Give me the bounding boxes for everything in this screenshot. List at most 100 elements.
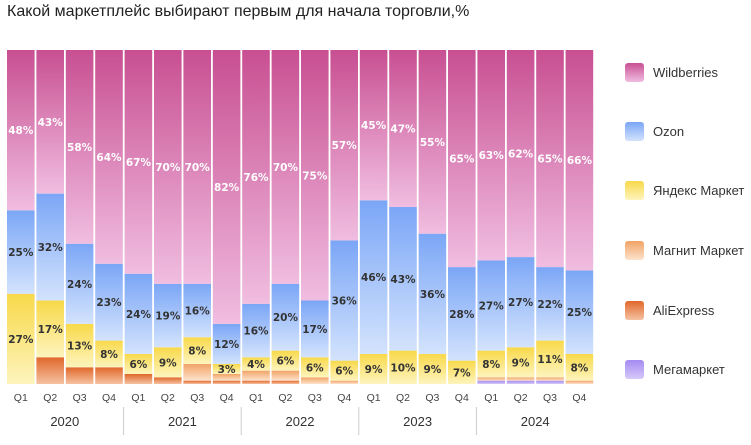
- quarter-tick-label: Q2: [514, 392, 528, 404]
- quarter-tick-label: Q3: [190, 392, 204, 404]
- legend-label: Ozon: [653, 124, 685, 139]
- bar-segment: [330, 240, 358, 361]
- data-label: 46%: [361, 272, 387, 284]
- bar-segment: [124, 353, 153, 374]
- bar-segment: [565, 270, 594, 354]
- bar-segment: [7, 50, 35, 211]
- bar-segment: [506, 257, 535, 348]
- bar-segment: [242, 380, 270, 384]
- data-label: 70%: [273, 162, 299, 174]
- data-label: 17%: [38, 324, 64, 336]
- quarter-tick-label: Q2: [43, 392, 57, 404]
- bar-segment: [389, 50, 417, 207]
- chart-title: Какой маркетплейс выбирают первым для на…: [7, 3, 470, 20]
- bar-2024-Q2: 9% 27% 62%: [506, 50, 535, 384]
- bar-segment: [271, 283, 300, 351]
- bar-segment: [418, 50, 447, 234]
- bar-segment: [565, 380, 594, 384]
- bar-segment: [536, 267, 564, 341]
- bar-2023-Q1: 9% 46% 45%: [359, 50, 388, 384]
- bar-segment: [418, 353, 447, 384]
- bar-2024-Q3: 11% 22% 65%: [536, 50, 564, 384]
- bar-segment: [36, 357, 64, 384]
- bar-segment: [124, 273, 153, 354]
- data-label: 25%: [8, 247, 34, 259]
- data-label: 12%: [214, 339, 240, 351]
- bar-segment: [95, 340, 123, 368]
- bar-segment: [565, 50, 594, 271]
- legend-item: Wildberries: [625, 63, 718, 82]
- legend-swatch: [625, 360, 644, 379]
- data-label: 28%: [449, 309, 475, 321]
- bar-segment: [301, 357, 329, 378]
- quarter-tick-label: Q1: [14, 392, 28, 404]
- bar-segment: [271, 380, 300, 384]
- quarter-tick-label: Q2: [396, 392, 410, 404]
- quarter-tick-label: Q4: [102, 392, 116, 404]
- legend-item: Магнит Маркет: [625, 241, 744, 260]
- data-label: 75%: [302, 170, 328, 182]
- data-label: 6%: [276, 356, 294, 368]
- bar-segment: [183, 363, 211, 381]
- legend-swatch: [625, 122, 644, 141]
- data-label: 70%: [155, 162, 181, 174]
- quarter-tick-label: Q1: [367, 392, 381, 404]
- legend-label: Яндекс Маркет: [653, 183, 745, 198]
- bar-2023-Q3: 9% 36% 55%: [418, 50, 447, 384]
- legend-swatch: [625, 63, 644, 82]
- legend-label: Wildberries: [653, 65, 719, 80]
- bar-segment: [95, 367, 123, 384]
- quarter-tick-label: Q4: [337, 392, 351, 404]
- bar-2022-Q2: 6% 20% 70%: [271, 50, 300, 384]
- bar-segment: [448, 267, 476, 361]
- bar-segment: [506, 50, 535, 258]
- data-label: 10%: [390, 362, 416, 374]
- bar-segment: [154, 283, 182, 348]
- bar-segment: [242, 370, 270, 381]
- bar-2023-Q4: 7% 28% 65%: [448, 50, 476, 384]
- bar-2021-Q1: 6% 24% 67%: [124, 50, 153, 384]
- quarter-tick-label: Q2: [161, 392, 175, 404]
- data-label: 36%: [332, 296, 358, 308]
- bar-segment: [65, 50, 94, 244]
- data-label: 19%: [155, 311, 181, 323]
- data-label: 58%: [67, 142, 93, 154]
- bar-segment: [36, 193, 64, 301]
- legend-label: Магнит Маркет: [653, 243, 744, 258]
- year-tick-label: 2021: [168, 414, 197, 429]
- bar-segment: [65, 367, 94, 384]
- bar-segment: [565, 353, 594, 381]
- bar-segment: [359, 200, 388, 354]
- bar-segment: [506, 347, 535, 378]
- bar-segment: [95, 263, 123, 341]
- data-label: 27%: [479, 301, 505, 313]
- bar-segment: [506, 380, 535, 384]
- bar-2023-Q2: 10% 43% 47%: [389, 50, 417, 384]
- data-label: 45%: [361, 120, 387, 132]
- data-label: 6%: [306, 362, 324, 374]
- bar-segment: [154, 347, 182, 378]
- data-label: 65%: [537, 154, 563, 166]
- bar-segment: [477, 260, 505, 351]
- data-label: 82%: [214, 182, 240, 194]
- quarter-tick-label: Q3: [308, 392, 322, 404]
- bar-segment: [359, 353, 388, 384]
- data-label: 13%: [67, 341, 93, 353]
- bar-segment: [65, 323, 94, 368]
- bar-segment: [477, 380, 505, 384]
- quarter-tick-label: Q4: [455, 392, 469, 404]
- legend-label: Мегамаркет: [653, 362, 725, 377]
- quarter-tick-label: Q2: [278, 392, 292, 404]
- bar-segment: [301, 300, 329, 358]
- bar-segment: [477, 350, 505, 378]
- bar-segment: [448, 360, 476, 384]
- data-label: 9%: [512, 357, 530, 369]
- data-label: 43%: [390, 274, 416, 286]
- data-label: 9%: [159, 357, 177, 369]
- bar-segment: [536, 380, 564, 384]
- bar-segment: [301, 50, 329, 301]
- quarter-tick-label: Q4: [572, 392, 586, 404]
- bar-segment: [212, 373, 241, 381]
- data-label: 27%: [508, 297, 534, 309]
- quarter-tick-label: Q3: [73, 392, 87, 404]
